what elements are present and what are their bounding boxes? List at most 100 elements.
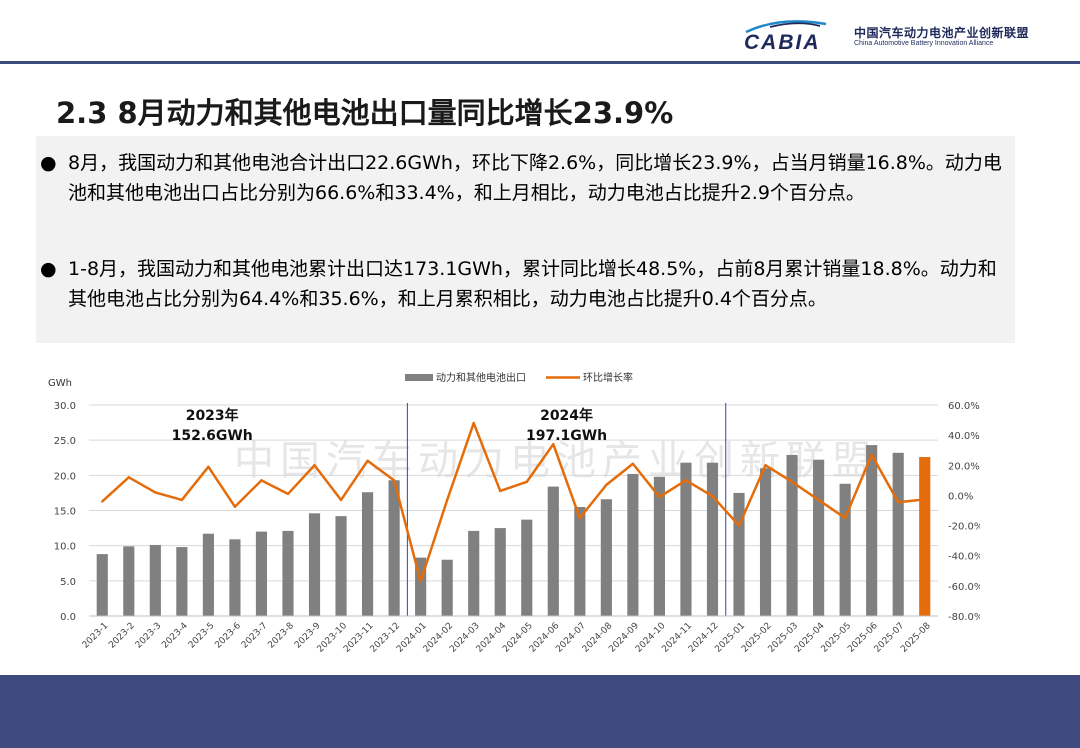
bar-export: [680, 462, 692, 616]
bullet-dot-icon: ●: [40, 152, 57, 174]
bar-export: [547, 486, 559, 616]
y-tick-label-right: 60.0%: [948, 401, 980, 412]
y-tick-label-left: 20.0: [54, 471, 76, 482]
line-point: [843, 516, 847, 520]
bar-export: [892, 452, 904, 616]
bar-export: [362, 492, 374, 616]
bar-export: [388, 480, 400, 616]
y-tick-label-right: -40.0%: [948, 552, 980, 563]
bar-export: [627, 473, 639, 616]
line-point: [472, 421, 475, 425]
bullet-text: 1-8月，我国动力和其他电池累计出口达173.1GWh，累计同比增长48.5%，…: [68, 258, 997, 310]
y-tick-label-left: 10.0: [54, 542, 76, 553]
page-title: 2.3 8月动力和其他电池出口量同比增长23.9%: [56, 96, 674, 130]
line-point: [419, 580, 422, 583]
bar-export: [282, 530, 294, 616]
bar-export: [759, 468, 772, 616]
footer-bar: [0, 675, 1080, 748]
y-tick-label-left: 0.0: [60, 612, 76, 623]
bar-export: [706, 462, 719, 616]
legend-swatch-bars: [405, 374, 433, 381]
line-point: [207, 465, 210, 468]
org-logo: CABIA 中国汽车动力电池产业创新联盟 China Automotive Ba…: [740, 18, 1070, 54]
line-point: [260, 479, 263, 482]
y-tick-label-left: 30.0: [54, 401, 76, 412]
header-divider: [0, 61, 1080, 64]
bar-export: [521, 519, 533, 616]
y-tick-label-left: 25.0: [54, 436, 76, 447]
annotation-total: 152.6GWh: [172, 428, 253, 444]
watermark-text: 中国汽车动力电池产业创新联盟: [234, 438, 878, 484]
line-point: [233, 505, 237, 508]
bullet-dot-icon: ●: [40, 258, 57, 280]
x-tick-label: 2023-3: [134, 621, 164, 651]
line-point: [764, 464, 767, 467]
x-tick-label: 2023-1: [81, 621, 111, 651]
bar-export: [335, 516, 347, 616]
line-point: [127, 476, 130, 479]
bar-export: [202, 533, 214, 616]
y-tick-label-right: -80.0%: [948, 612, 980, 623]
line-point: [445, 498, 449, 502]
line-point: [605, 483, 608, 487]
line-point: [552, 442, 555, 446]
bar-export: [308, 513, 321, 616]
summary-box: ● 8月，我国动力和其他电池合计出口22.6GWh，环比下降2.6%，同比增长2…: [36, 136, 1015, 343]
bar-export: [468, 530, 480, 616]
bullet-text: 8月，我国动力和其他电池合计出口22.6GWh，环比下降2.6%，同比增长23.…: [68, 152, 1002, 204]
bar-export: [786, 454, 798, 616]
line-point: [923, 498, 926, 501]
bar-export: [600, 499, 612, 616]
y-tick-label-right: 40.0%: [948, 431, 980, 442]
line-point: [870, 453, 873, 456]
x-tick-label: 2023-2: [107, 621, 137, 651]
line-point: [154, 491, 157, 494]
bar-export: [653, 476, 665, 616]
line-point: [631, 462, 635, 465]
org-name-cn: 中国汽车动力电池产业创新联盟: [854, 26, 1030, 40]
bar-export: [229, 539, 241, 616]
top-header: CABIA 中国汽车动力电池产业创新联盟 China Automotive Ba…: [0, 0, 1080, 62]
x-tick-label: 2023-4: [160, 621, 190, 651]
annotation-total: 197.1GWh: [526, 428, 607, 444]
x-tick-label: 2023-6: [213, 621, 243, 651]
line-point: [658, 495, 661, 499]
bar-export: [574, 506, 586, 616]
bar-export: [255, 531, 268, 616]
line-point: [525, 480, 528, 484]
export-chart: 中国汽车动力电池产业创新联盟 GWh 0.0 5.0 10.0 15.0 20.0 25.0 3…: [48, 371, 980, 655]
line-point: [392, 479, 396, 482]
legend-label-line: 环比增长率: [583, 371, 633, 384]
cabia-logo-icon: CABIA: [744, 20, 827, 54]
line-point: [684, 479, 688, 482]
bar-export: [415, 557, 427, 616]
bar-export: [441, 559, 453, 616]
bar-export: [813, 459, 825, 616]
bar-export: [866, 445, 878, 616]
annotation-year: 2024年: [540, 407, 593, 424]
line-point: [817, 498, 820, 502]
line-point: [286, 492, 290, 496]
bar-export: [123, 546, 135, 616]
line-point: [897, 501, 900, 504]
line-point: [339, 498, 343, 502]
x-tick-label: 2023-8: [266, 621, 296, 651]
annotation-year: 2023年: [186, 407, 239, 424]
org-name-en: China Automotive Battery Innovation Alli…: [854, 40, 994, 47]
line-point: [313, 464, 316, 467]
x-tick-label: 2023-7: [240, 621, 270, 651]
line-point: [737, 524, 741, 527]
bar-export: [839, 483, 851, 616]
line-point: [101, 500, 104, 503]
y-axis-unit: GWh: [48, 378, 72, 389]
line-point: [711, 494, 714, 498]
bar-export: [176, 547, 188, 616]
y-tick-label-right: 20.0%: [948, 461, 980, 472]
line-point: [578, 516, 582, 520]
line-point: [180, 498, 184, 502]
bar-export: [919, 457, 931, 616]
x-tick-label: 2023-5: [187, 621, 217, 651]
bar-export: [149, 544, 161, 616]
y-tick-label-left: 15.0: [54, 507, 76, 518]
y-tick-label-right: 0.0%: [948, 491, 973, 502]
